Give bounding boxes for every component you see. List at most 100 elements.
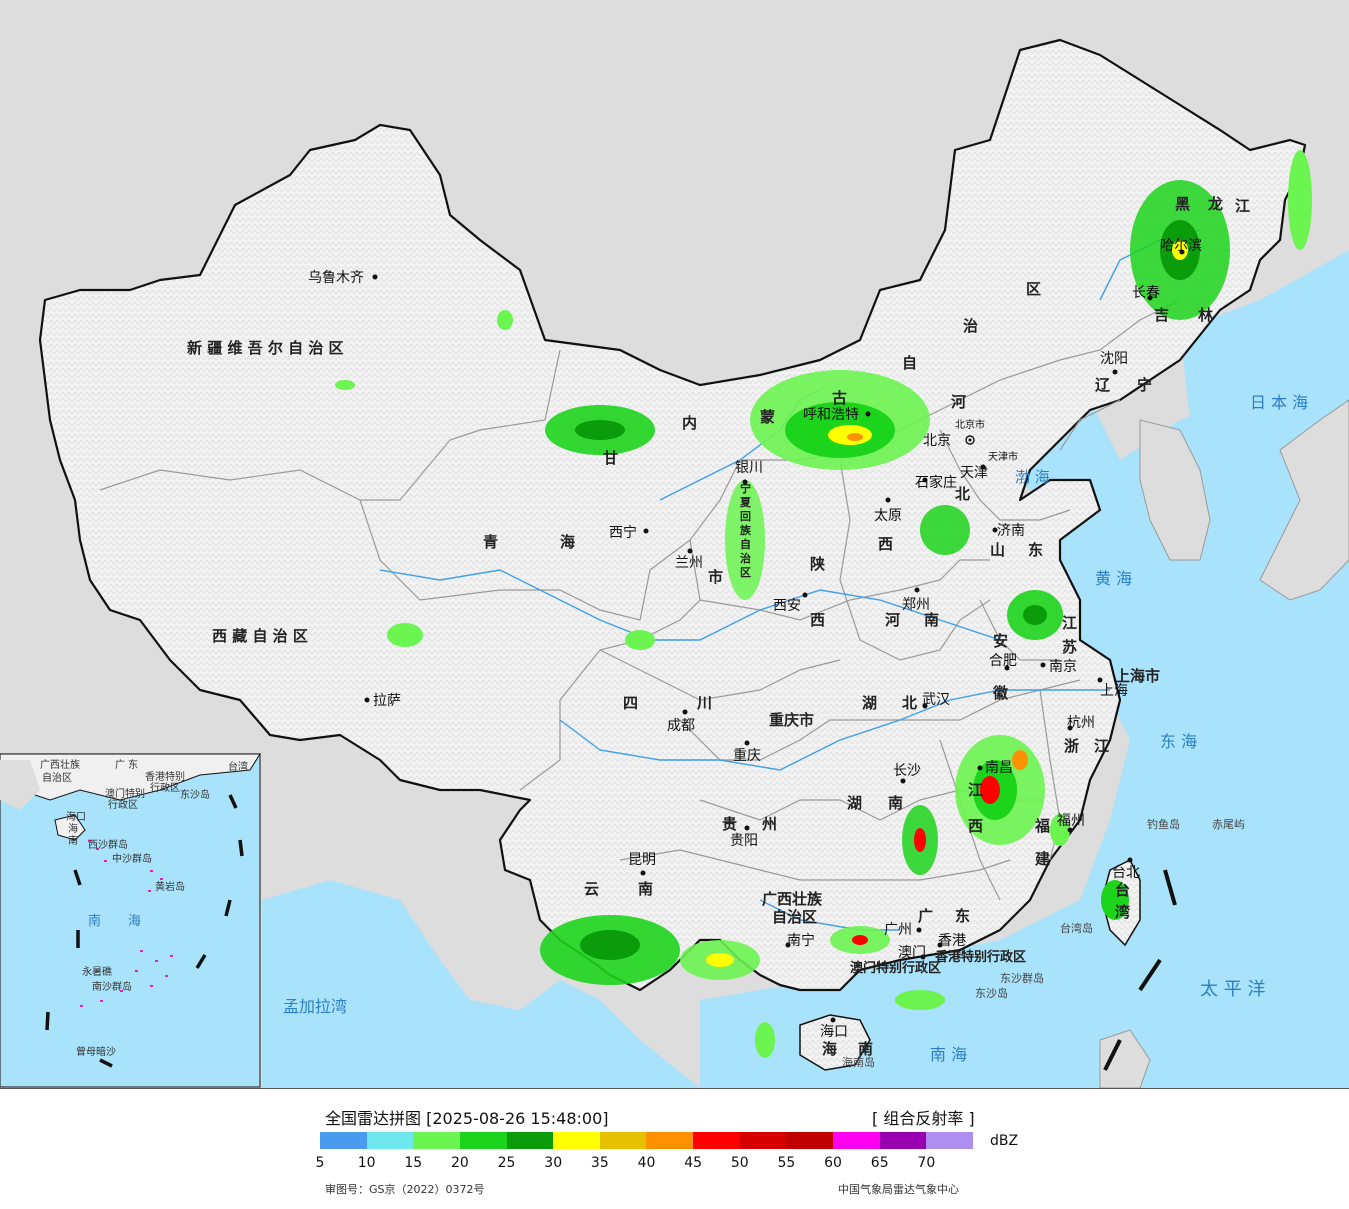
city-label: 兰州 [675, 555, 703, 571]
echo-sea [895, 990, 945, 1010]
echo-hainan [755, 1022, 775, 1058]
city-label: 海口 [820, 1024, 848, 1040]
province-label: 北 [902, 694, 917, 712]
province-label: 云 [584, 880, 599, 898]
inset-label: 广 东 [115, 758, 138, 771]
inset-label: 东沙岛 [180, 788, 210, 801]
inset-label: 曾母暗沙 [76, 1045, 116, 1058]
color-scale-bar [320, 1132, 973, 1149]
province-label: 北 [955, 485, 970, 503]
echo-jiangxi-orange [1012, 750, 1028, 770]
color-scale-swatch [366, 1132, 414, 1149]
sea-label: 赤尾屿 [1212, 818, 1245, 831]
inset-label: 南 [68, 834, 78, 847]
province-label: 福 [1034, 817, 1050, 835]
color-scale-tick: 5 [315, 1155, 325, 1171]
province-label: 江 [1235, 197, 1250, 215]
sea-labels: 日 本 海 渤 海 黄 海 东 海 太 平 洋 南 海 孟加拉湾 台湾岛 海南岛… [283, 393, 1308, 1069]
color-scale-swatch [646, 1132, 694, 1149]
echo-guangdong-red [852, 935, 868, 945]
province-label: 甘 [603, 449, 618, 467]
echo-neimenggu-orange [847, 433, 863, 441]
city-label: 天津市 [988, 450, 1018, 463]
map-approval-number: 审图号：GS京（2022）0372号 [325, 1183, 485, 1196]
inset-label: 海 [68, 822, 78, 835]
echo-yunnan-core [580, 930, 640, 960]
province-label: 龙 [1207, 195, 1223, 213]
province-label: 湖 [847, 794, 862, 812]
echo-xinjiang-a [497, 310, 513, 330]
province-label: 湖 [862, 694, 877, 712]
province-label: 南 [888, 794, 903, 812]
city-label: 福州 [1057, 813, 1085, 829]
color-scale-swatch [739, 1132, 787, 1149]
province-label: 香港特别行政区 [934, 949, 1026, 965]
province-label: 自治区 [772, 908, 817, 926]
color-scale-tick: 30 [544, 1155, 563, 1171]
color-scale-tick: 20 [451, 1155, 469, 1171]
city-label: 南京 [1049, 659, 1077, 675]
inset-label: 海 [128, 914, 141, 929]
province-label: 吉 [1154, 306, 1169, 324]
province-label: 浙 [1064, 737, 1079, 755]
province-label: 江 [968, 781, 983, 799]
city-label: 台北 [1112, 865, 1140, 881]
province-label: 自 [740, 537, 751, 551]
province-label: 苏 [1062, 638, 1077, 656]
province-borders [99, 299, 1181, 901]
japan-islands [1259, 399, 1349, 601]
echo-ningxia [725, 480, 765, 600]
province-label: 澳门特别行政区 [850, 960, 941, 976]
echo-east-border [1288, 150, 1312, 250]
inset-label: 海口 [66, 810, 86, 823]
inset-label: 香港特别 [145, 771, 185, 783]
province-label: 东 [1028, 541, 1043, 559]
province-label: 回 [740, 509, 751, 523]
city-label: 北京市 [955, 418, 985, 431]
province-label: 贵 [722, 815, 737, 833]
legend-title: 全国雷达拼图 [2025-08-26 15:48:00] [325, 1109, 609, 1128]
color-scale-swatch [693, 1132, 740, 1149]
echo-gansu-core [575, 420, 625, 440]
province-label: 族 [740, 523, 752, 537]
province-label: 西 [968, 817, 983, 835]
sea-label: 南 海 [930, 1045, 967, 1064]
echo-xizang [387, 623, 423, 647]
city-label: 济南 [997, 523, 1025, 539]
sea-area-bengal [262, 880, 700, 1088]
province-label: 西 [810, 611, 825, 629]
city-label: 昆明 [628, 852, 656, 868]
city-label: 太原 [874, 508, 902, 524]
echo-fujian [1050, 814, 1070, 846]
color-scale-swatch [599, 1132, 647, 1149]
province-label: 广西壮族 [762, 890, 823, 908]
province-label: 州 [761, 815, 777, 833]
city-label: 乌鲁木齐 [308, 270, 364, 286]
province-label: 辽 [1095, 376, 1110, 394]
legend-unit: dBZ [990, 1133, 1019, 1149]
inset-label: 广西壮族 [40, 758, 80, 771]
province-label: 四 [623, 694, 638, 712]
province-label: 宁 [1137, 376, 1152, 394]
color-scale-tick: 25 [497, 1155, 516, 1171]
echo-taiwan [1101, 880, 1129, 920]
color-scale-swatch [413, 1132, 460, 1149]
province-label: 东 [955, 907, 970, 925]
province-label: 陕 [810, 555, 825, 573]
inset-label: 行政区 [150, 781, 180, 794]
color-scale-swatch [926, 1132, 973, 1149]
color-scale-swatch [553, 1132, 600, 1149]
city-label: 合肥 [989, 653, 1017, 669]
legend-panel: 全国雷达拼图 [2025-08-26 15:48:00] [ 组合反射率 ] d… [0, 1088, 1349, 1209]
city-label: 南宁 [787, 932, 815, 949]
city-label: 拉萨 [373, 693, 401, 709]
inset-label: 南 [88, 913, 101, 929]
color-scale-tick: 15 [404, 1155, 423, 1171]
inset-label: 西沙群岛 [88, 838, 128, 851]
city-label: 银川 [735, 460, 763, 476]
city-label: 贵阳 [730, 833, 758, 849]
province-label: 治 [963, 317, 978, 335]
province-label: 安 [993, 632, 1008, 650]
color-scale-tick: 65 [870, 1155, 889, 1171]
sea-label: 海南岛 [842, 1055, 875, 1069]
